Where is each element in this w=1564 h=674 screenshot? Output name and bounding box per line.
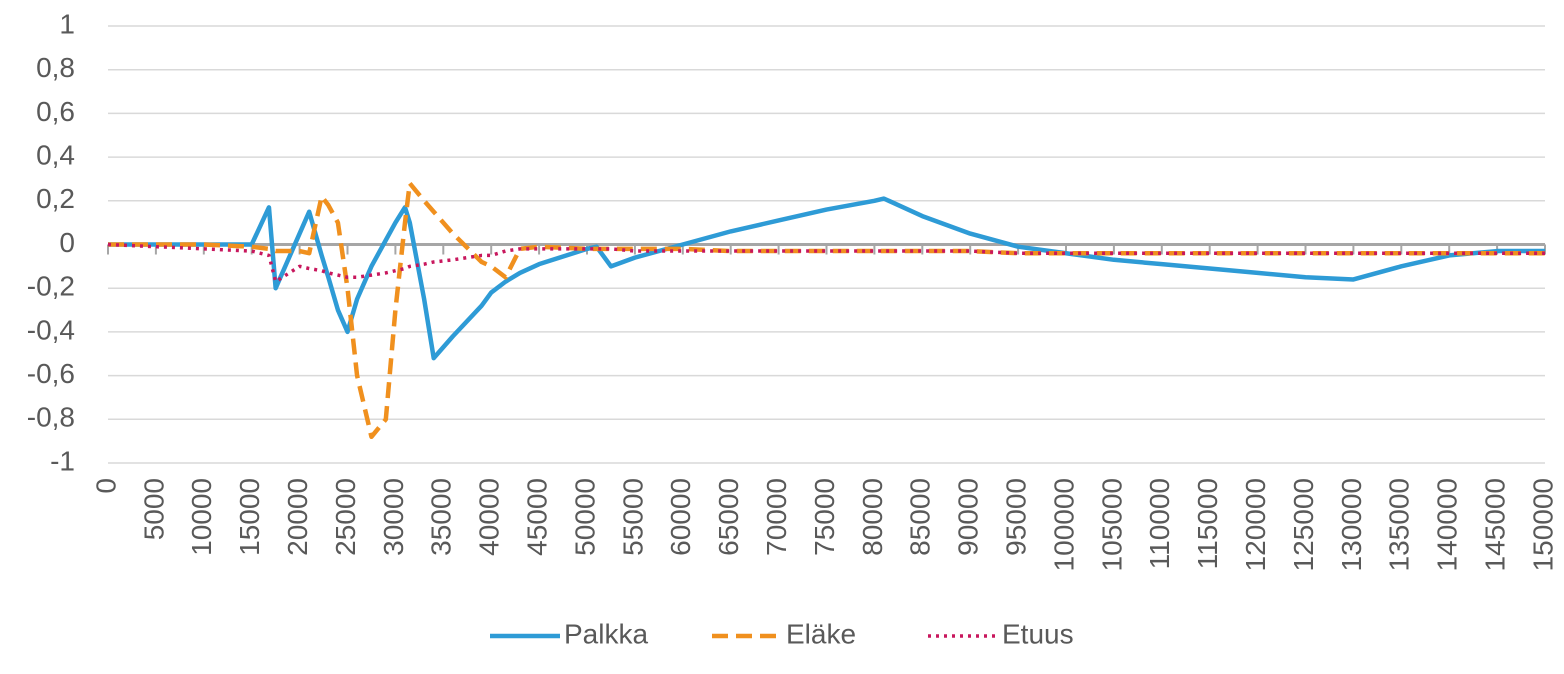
legend-label: Eläke bbox=[786, 618, 856, 649]
y-tick-label: 0,8 bbox=[36, 52, 75, 83]
x-tick-label: 120000 bbox=[1240, 478, 1271, 571]
x-tick-label: 150000 bbox=[1527, 478, 1558, 571]
x-tick-label: 50000 bbox=[569, 478, 600, 556]
y-tick-label: -1 bbox=[50, 445, 75, 476]
x-tick-label: 95000 bbox=[1000, 478, 1031, 556]
series-line bbox=[108, 181, 1545, 440]
x-tick-label: 20000 bbox=[282, 478, 313, 556]
x-tick-label: 30000 bbox=[378, 478, 409, 556]
x-tick-label: 35000 bbox=[426, 478, 457, 556]
x-tick-label: 5000 bbox=[138, 478, 169, 540]
x-tick-label: 55000 bbox=[617, 478, 648, 556]
series-line bbox=[107, 242, 1545, 284]
x-tick-label: 65000 bbox=[713, 478, 744, 556]
legend-label: Etuus bbox=[1002, 618, 1074, 649]
legend-label: Palkka bbox=[564, 618, 648, 649]
y-tick-label: 0,4 bbox=[36, 139, 75, 170]
y-tick-label: -0,2 bbox=[27, 271, 75, 302]
x-tick-label: 80000 bbox=[857, 478, 888, 556]
x-tick-label: 70000 bbox=[761, 478, 792, 556]
y-tick-label: -0,6 bbox=[27, 358, 75, 389]
y-tick-label: 1 bbox=[59, 8, 75, 39]
y-tick-label: 0 bbox=[59, 227, 75, 258]
series-line bbox=[108, 196, 1545, 361]
x-tick-label: 60000 bbox=[665, 478, 696, 556]
x-tick-label: 105000 bbox=[1096, 478, 1127, 571]
y-tick-label: 0,2 bbox=[36, 183, 75, 214]
x-tick-label: 85000 bbox=[905, 478, 936, 556]
x-tick-label: 75000 bbox=[809, 478, 840, 556]
y-tick-label: -0,8 bbox=[27, 402, 75, 433]
x-tick-label: 110000 bbox=[1144, 478, 1175, 569]
y-tick-label: 0,6 bbox=[36, 96, 75, 127]
x-tick-label: 140000 bbox=[1432, 478, 1463, 571]
x-tick-label: 115000 bbox=[1192, 478, 1223, 569]
x-tick-label: 0 bbox=[90, 478, 121, 494]
x-tick-label: 10000 bbox=[186, 478, 217, 556]
x-tick-label: 45000 bbox=[521, 478, 552, 556]
x-tick-label: 145000 bbox=[1479, 478, 1510, 571]
x-tick-label: 130000 bbox=[1336, 478, 1367, 571]
x-tick-label: 25000 bbox=[330, 478, 361, 556]
x-tick-label: 125000 bbox=[1288, 478, 1319, 571]
x-tick-label: 15000 bbox=[234, 478, 265, 556]
x-tick-label: 90000 bbox=[953, 478, 984, 556]
x-tick-label: 135000 bbox=[1384, 478, 1415, 571]
y-tick-label: -0,4 bbox=[27, 314, 75, 345]
x-tick-label: 40000 bbox=[474, 478, 505, 556]
x-tick-label: 100000 bbox=[1048, 478, 1079, 571]
